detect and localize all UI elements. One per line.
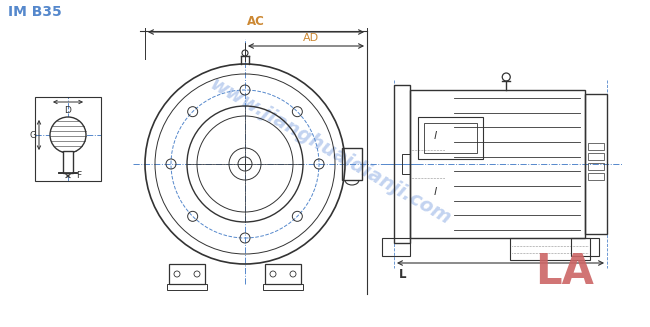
Text: www.jianghuaidianji.com: www.jianghuaidianji.com [206, 75, 454, 229]
Bar [394, 85, 410, 243]
Text: IM B35: IM B35 [8, 5, 62, 19]
Bar [585, 94, 607, 234]
Bar [588, 163, 604, 170]
Bar [382, 238, 410, 256]
Bar [167, 284, 207, 290]
Text: D: D [64, 106, 72, 115]
Bar [571, 238, 599, 256]
Bar [418, 117, 483, 159]
Bar [63, 151, 73, 173]
Text: L: L [399, 268, 406, 281]
Circle shape [50, 117, 86, 153]
Bar [169, 264, 205, 284]
Text: l: l [434, 131, 437, 141]
Bar [410, 90, 585, 238]
Text: F: F [76, 170, 81, 180]
Bar [342, 148, 362, 180]
Text: LA: LA [536, 251, 595, 293]
Bar [35, 97, 101, 181]
Text: AC: AC [247, 15, 265, 28]
Bar [588, 173, 604, 180]
Text: G: G [30, 130, 37, 140]
Bar [424, 123, 477, 153]
Text: l: l [434, 187, 437, 197]
Bar [588, 153, 604, 160]
Bar [588, 143, 604, 150]
Bar [263, 284, 303, 290]
Bar [510, 238, 590, 260]
Bar [402, 154, 410, 174]
Text: AD: AD [303, 33, 319, 43]
Bar [265, 264, 301, 284]
